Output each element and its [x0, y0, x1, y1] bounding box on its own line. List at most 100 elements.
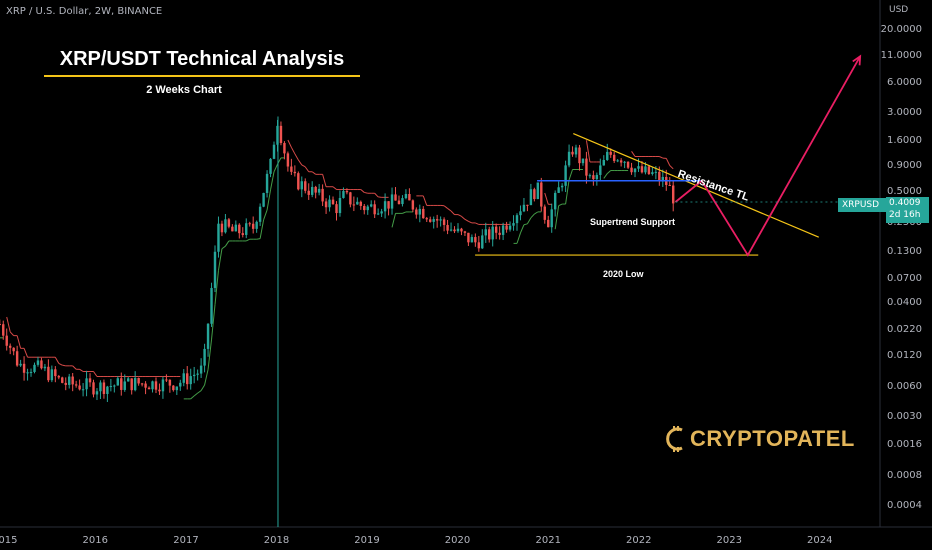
- candle-body: [113, 385, 116, 387]
- candle-body: [293, 171, 297, 174]
- supertrend-resistance-segment: [457, 214, 462, 217]
- candle-body: [116, 378, 120, 386]
- candle-body: [47, 366, 50, 381]
- candle-body: [376, 213, 380, 215]
- supertrend-support-segment: [534, 211, 539, 215]
- candle-body: [8, 345, 12, 348]
- candle-body: [192, 374, 196, 377]
- candle-body: [213, 251, 217, 288]
- candle-body: [606, 151, 609, 160]
- candle-body: [5, 335, 8, 346]
- candle-body: [536, 182, 540, 200]
- time-tick-label: 2016: [82, 535, 108, 546]
- supertrend-support-segment: [266, 189, 272, 211]
- candle-body: [519, 211, 522, 216]
- supertrend-resistance-segment: [659, 156, 663, 159]
- candle-body: [411, 200, 415, 210]
- candle-body: [314, 186, 317, 193]
- candle-body: [453, 229, 456, 232]
- price-tick-label: 0.0016: [887, 439, 922, 450]
- candle-body: [432, 219, 435, 222]
- supertrend-resistance-segment: [364, 191, 368, 194]
- candle-body: [220, 223, 224, 233]
- candle-body: [338, 197, 342, 214]
- candle-body: [404, 193, 408, 199]
- supertrend-resistance-segment: [287, 139, 292, 148]
- candle-body: [425, 218, 428, 220]
- candle-body: [57, 376, 61, 378]
- price-tick-label: 0.0060: [887, 380, 922, 392]
- supertrend-support-segment: [402, 211, 407, 214]
- supertrend-resistance-segment: [58, 362, 63, 366]
- supertrend-resistance-segment: [461, 215, 466, 220]
- candle-body: [182, 373, 185, 383]
- candle-body: [40, 360, 43, 369]
- candle-body: [123, 381, 126, 390]
- supertrend-support-segment: [520, 224, 525, 234]
- supertrend-support-segment: [211, 304, 216, 340]
- candle-body: [498, 232, 501, 235]
- supertrend-resistance-segment: [464, 218, 469, 222]
- candle-body: [310, 186, 314, 195]
- chart-title: XRP/USDT Technical Analysis: [59, 48, 345, 70]
- supertrend-support-segment: [558, 203, 563, 207]
- supertrend-resistance-segment: [360, 189, 365, 193]
- candle-body: [172, 385, 175, 391]
- candle-body: [50, 369, 54, 381]
- supertrend-support-segment: [526, 217, 532, 225]
- candle-body: [99, 382, 102, 392]
- candle-body: [161, 379, 165, 392]
- candle-body: [543, 206, 546, 220]
- supertrend-support-segment: [565, 179, 570, 205]
- supertrend-resistance-segment: [54, 356, 60, 364]
- price-tick-label: 6.0000: [887, 76, 922, 88]
- candle-body: [356, 201, 359, 205]
- price-tick-label: 0.0030: [887, 411, 922, 423]
- candle-body: [245, 223, 248, 235]
- supertrend-resistance-segment: [62, 364, 66, 367]
- candle-body: [251, 223, 255, 229]
- candle-body: [435, 219, 439, 221]
- candle-body: [133, 377, 137, 391]
- candle-body: [127, 378, 130, 382]
- price-tick-label: 20.0000: [880, 24, 922, 35]
- candle-body: [456, 228, 460, 232]
- time-tick-label: 2021: [535, 535, 561, 546]
- candle-body: [474, 237, 477, 243]
- candle-body: [186, 373, 189, 385]
- price-tick-label: 0.0400: [887, 297, 922, 309]
- candle-body: [512, 223, 515, 226]
- candle-body: [168, 379, 172, 386]
- candle-body: [258, 206, 262, 222]
- supertrend-support-segment: [554, 205, 560, 230]
- candle-body: [140, 383, 144, 385]
- supertrend-resistance-segment: [23, 348, 29, 358]
- candle-body: [446, 224, 449, 231]
- candle-body: [206, 323, 210, 349]
- candle-body: [342, 191, 345, 198]
- time-tick-label: 2019: [354, 535, 380, 546]
- candle-body: [439, 219, 442, 221]
- candle-body: [588, 175, 592, 177]
- price-tick-label: 0.0220: [887, 323, 922, 335]
- supertrend-resistance-segment: [294, 153, 299, 161]
- candle-body: [477, 242, 481, 249]
- supertrend-support-segment: [391, 213, 396, 228]
- candle-body: [36, 360, 40, 365]
- supertrend-resistance-segment: [93, 371, 98, 377]
- candle-body: [484, 229, 487, 236]
- candle-body: [602, 159, 605, 166]
- supertrend-resistance-segment: [290, 147, 296, 155]
- candle-body: [481, 235, 484, 249]
- candle-body: [317, 188, 321, 193]
- candle-body: [29, 371, 33, 373]
- candle-body: [449, 229, 453, 231]
- supertrend-support-segment: [200, 384, 206, 391]
- candle-body: [196, 373, 199, 375]
- candle-body: [429, 219, 432, 222]
- candle-body: [619, 160, 623, 163]
- price-tick-label: 0.0700: [887, 272, 922, 284]
- candle-body: [81, 389, 85, 391]
- candle-body: [383, 201, 387, 212]
